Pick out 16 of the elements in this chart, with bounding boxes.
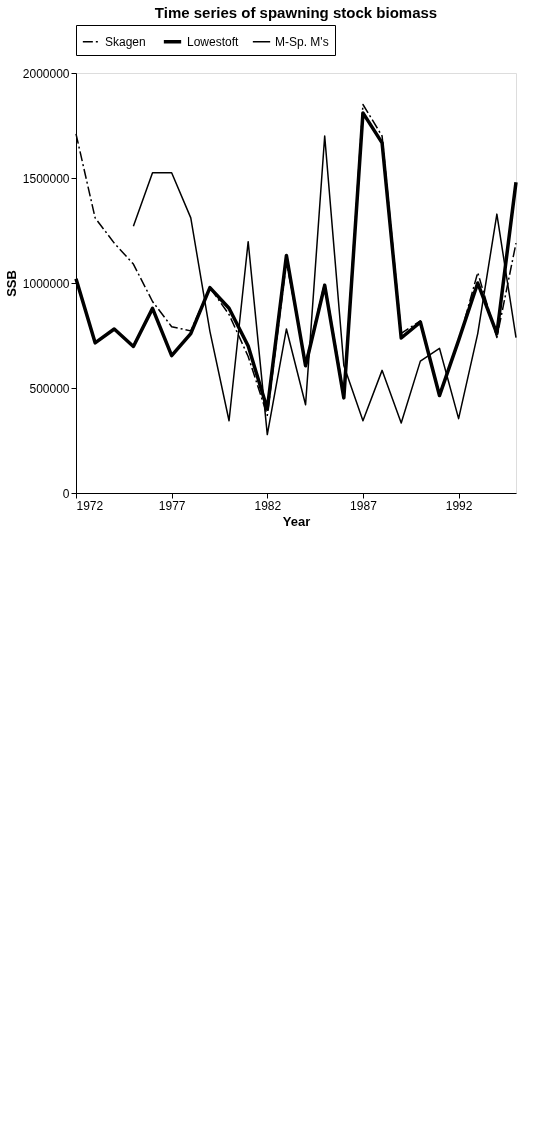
y-tick-label: 1500000 [22, 171, 70, 186]
x-tick-label: 1982 [254, 498, 282, 513]
y-tick-label: 0 [62, 486, 70, 501]
x-tick-label: 1987 [350, 498, 378, 513]
y-axis-title: SSB [3, 270, 19, 297]
y-tick-label: 2000000 [22, 66, 70, 81]
legend-label: M-Sp. M's [275, 34, 329, 49]
y-tick-label: 500000 [29, 381, 70, 396]
x-tick-label: 1977 [158, 498, 186, 513]
chart-title: Time series of spawning stock biomass [154, 3, 438, 21]
x-axis-title: Year [282, 513, 311, 529]
y-tick-label: 1000000 [22, 276, 70, 291]
x-tick-label: 1972 [76, 498, 104, 513]
x-tick-label: 1992 [445, 498, 473, 513]
legend-label: Skagen [105, 34, 146, 49]
legend-label: Lowestoft [187, 34, 240, 49]
